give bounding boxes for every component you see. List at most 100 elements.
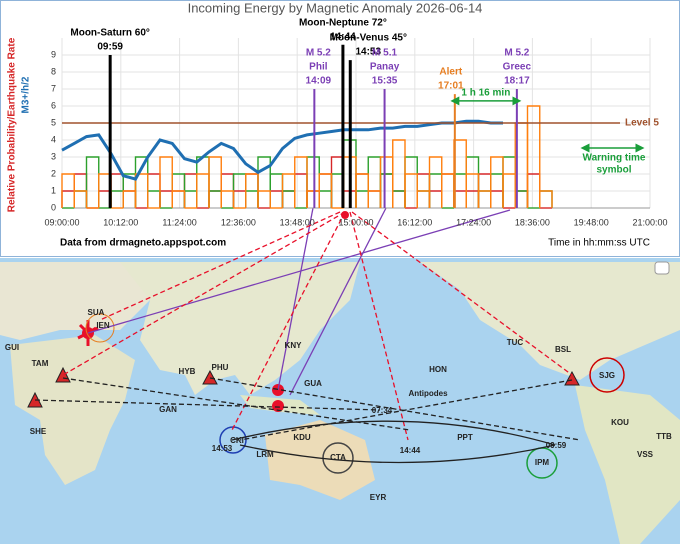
station-label: PPT bbox=[457, 433, 473, 442]
event-label: 18:17 bbox=[504, 76, 530, 87]
station-label: HON bbox=[429, 365, 447, 374]
x-tick-label: 10:12:00 bbox=[103, 217, 138, 227]
x-tick-label: 13:48:00 bbox=[280, 217, 315, 227]
event-label: 15:35 bbox=[372, 76, 398, 87]
step-bar bbox=[134, 173, 149, 208]
event-label: M 5.2 bbox=[504, 48, 529, 59]
land-north-america bbox=[420, 262, 680, 380]
station-label: CKI bbox=[230, 436, 244, 445]
station-label: IEN bbox=[96, 321, 110, 330]
step-bar bbox=[159, 156, 173, 208]
connector bbox=[349, 211, 409, 441]
connector bbox=[289, 207, 387, 396]
chart-panel bbox=[0, 0, 680, 257]
station-label: PHU bbox=[212, 363, 229, 372]
step-bar bbox=[171, 190, 186, 208]
x-axis-title: Time in hh:mm:ss UTC bbox=[548, 238, 650, 249]
step-bar bbox=[73, 190, 88, 208]
x-tick-label: 11:24:00 bbox=[162, 217, 196, 227]
connectors bbox=[34, 207, 581, 464]
event-label: 17:01 bbox=[438, 81, 464, 92]
x-tick-label: 09:00:00 bbox=[44, 217, 79, 227]
y-tick-label: 3 bbox=[51, 151, 56, 161]
event-label: Panay bbox=[370, 62, 400, 73]
step-bar bbox=[294, 156, 308, 208]
station-label: Antipodes bbox=[408, 389, 448, 398]
step-bar bbox=[257, 190, 271, 208]
event-label: M 5.1 bbox=[372, 48, 397, 59]
connector bbox=[351, 211, 573, 376]
station-label: BSL bbox=[555, 345, 571, 354]
connector bbox=[239, 444, 556, 464]
station-label: GUI bbox=[5, 343, 19, 352]
station-label: IPM bbox=[535, 458, 550, 467]
x-tick-label: 16:12:00 bbox=[397, 217, 432, 227]
connector bbox=[62, 211, 346, 376]
event-label: Greec bbox=[503, 62, 532, 73]
event-label: Alert bbox=[439, 67, 462, 78]
x-tick-label: 12:36:00 bbox=[221, 217, 256, 227]
source-note: Data from drmagneto.appspot.com bbox=[60, 238, 226, 249]
land-africa bbox=[10, 335, 135, 485]
land-europe bbox=[0, 262, 150, 340]
interval-label: 1 h 16 min bbox=[461, 88, 510, 99]
map bbox=[0, 207, 680, 544]
land-australia bbox=[265, 420, 375, 500]
step-bar bbox=[208, 156, 222, 208]
land-south-america bbox=[575, 385, 680, 544]
y-tick-label: 0 bbox=[51, 202, 56, 212]
step-bar bbox=[526, 105, 541, 208]
station-label: GAN bbox=[159, 405, 177, 414]
x-tick-label: 18:36:00 bbox=[515, 217, 550, 227]
level-label: Level 5 bbox=[625, 118, 659, 129]
station-label: LRM bbox=[256, 450, 274, 459]
event-label: Moon-Neptune 72° bbox=[299, 17, 387, 28]
station-label: KOU bbox=[611, 418, 629, 427]
y-tick-label: 7 bbox=[51, 83, 56, 93]
event-label: 14:09 bbox=[306, 76, 332, 87]
plot-area: 0 1 2 3 4 5 6 7 8 9 09:00:00 10:12:00 11:24:00 12:36:… bbox=[44, 17, 667, 227]
y-tick-label: 9 bbox=[51, 49, 56, 59]
map-button[interactable] bbox=[654, 261, 670, 275]
x-tick-label: 17:24:00 bbox=[456, 217, 491, 227]
y-tick-label: 4 bbox=[51, 134, 56, 144]
station-label: VSS bbox=[637, 450, 654, 459]
time-label: 09:59 bbox=[546, 441, 567, 450]
connector bbox=[99, 211, 341, 321]
station-label: KDU bbox=[293, 433, 311, 442]
event-star bbox=[272, 400, 284, 412]
connector bbox=[34, 399, 381, 411]
time-label: 14:53 bbox=[212, 444, 233, 453]
station-label: SJG bbox=[599, 371, 615, 380]
step-bar bbox=[539, 190, 553, 208]
step-bar bbox=[220, 190, 235, 208]
station-label: CTA bbox=[330, 453, 346, 462]
station-label: SHE bbox=[30, 427, 47, 436]
time-label: 14:44 bbox=[400, 446, 421, 455]
y-tick-label: 6 bbox=[51, 100, 56, 110]
event-label: 14:53 bbox=[355, 47, 381, 58]
connector bbox=[277, 207, 314, 391]
event-label: Moon-Venus 45° bbox=[330, 33, 407, 44]
connector bbox=[62, 377, 411, 431]
station-label: EYR bbox=[370, 493, 387, 502]
station-label: SUA bbox=[88, 308, 105, 317]
x-tick-label: 21:00:00 bbox=[632, 217, 667, 227]
station-label: GUA bbox=[304, 379, 322, 388]
connector bbox=[239, 379, 573, 441]
station-label: TUC bbox=[507, 338, 524, 347]
connector bbox=[87, 209, 511, 334]
x-tick-label: 19:48:00 bbox=[574, 217, 609, 227]
event-label: M 5.2 bbox=[306, 48, 331, 59]
connector bbox=[209, 377, 581, 441]
volcano bbox=[202, 369, 218, 385]
station-circle bbox=[85, 313, 115, 343]
station-label: KNY bbox=[285, 341, 303, 350]
station-label: HYB bbox=[179, 367, 196, 376]
y-tick-label: 5 bbox=[51, 117, 56, 127]
y-tick-label: 1 bbox=[51, 185, 56, 195]
y-axis-title: Relative Probability/Earthquake Rate bbox=[7, 37, 18, 212]
station-label: TAM bbox=[32, 359, 49, 368]
step-bar bbox=[318, 173, 333, 208]
